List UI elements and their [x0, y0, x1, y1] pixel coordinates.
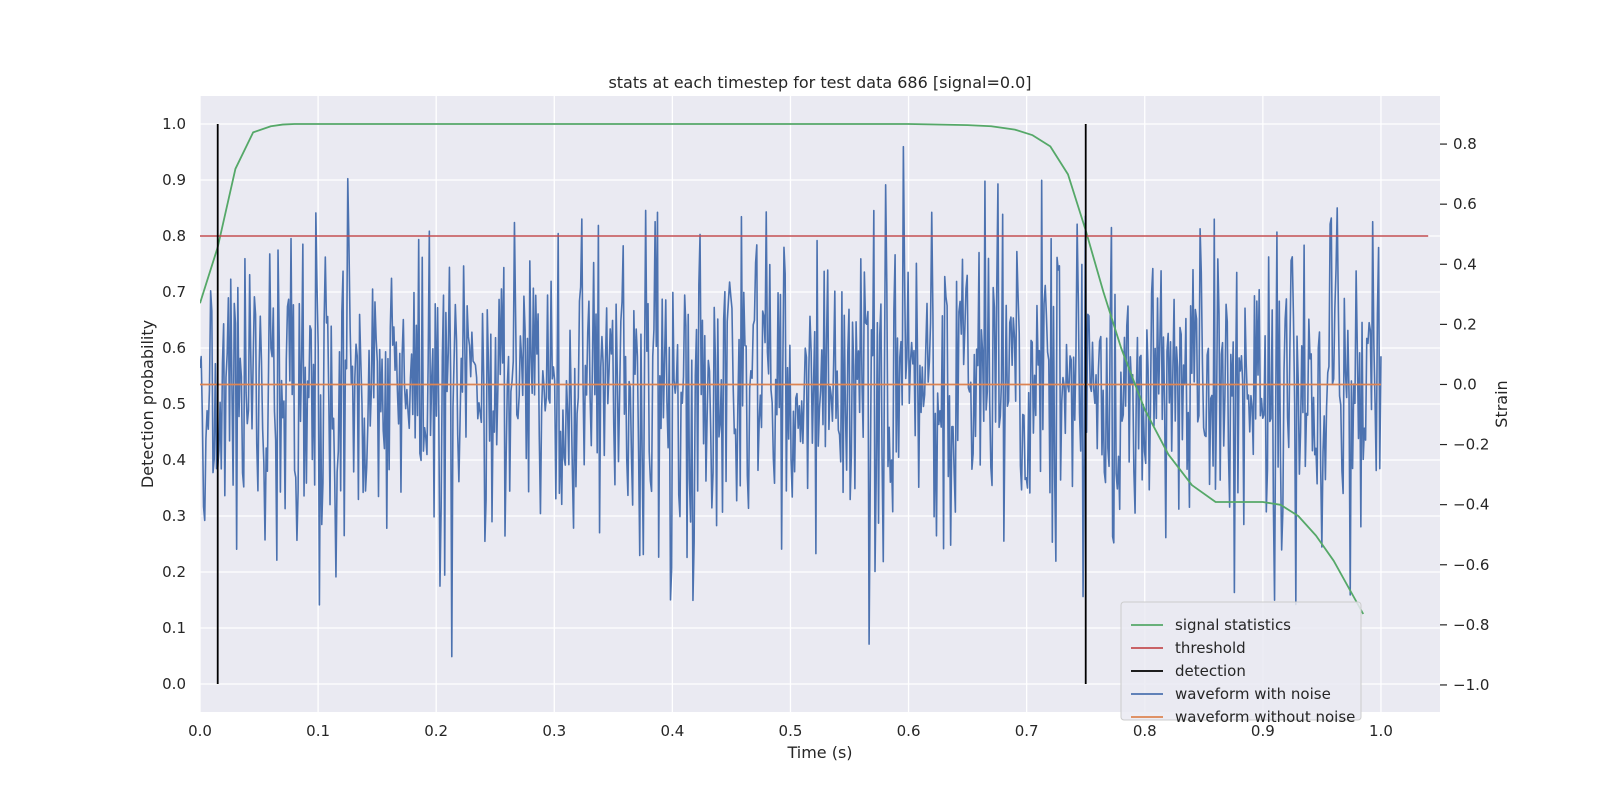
y-tick-label: 0.4 [162, 451, 186, 469]
y2-tick-label: 0.0 [1453, 375, 1477, 393]
x-tick-label: 1.0 [1369, 722, 1393, 740]
y-tick-label: 1.0 [162, 115, 186, 133]
y2-axis-label: Strain [1492, 380, 1511, 427]
y-tick-label: 0.3 [162, 507, 186, 525]
x-tick-label: 0.2 [424, 722, 448, 740]
x-axis-label: Time (s) [786, 743, 852, 762]
x-tick-label: 0.7 [1015, 722, 1039, 740]
y2-axis-ticks: −1.0 −0.8 −0.6 −0.4 −0.2 0.0 0.2 0.4 0.6 0.8 [1440, 135, 1489, 694]
y-tick-label: 0.2 [162, 563, 186, 581]
legend-box [1120, 601, 1362, 721]
y-tick-label: 0.0 [162, 675, 186, 693]
x-tick-label: 0.8 [1133, 722, 1157, 740]
waveform-with-noise-line [200, 145, 1382, 658]
legend-label-waveform-without-noise: waveform without noise [1175, 708, 1355, 726]
y2-tick-label: 0.4 [1453, 255, 1477, 273]
legend: signal statistics threshold detection wavef… [1120, 601, 1362, 726]
x-tick-label: 0.6 [897, 722, 921, 740]
y-axis-label: Detection probability [138, 320, 157, 488]
x-tick-label: 0.3 [542, 722, 566, 740]
legend-label-detection: detection [1175, 662, 1246, 680]
y2-tick-label: 0.8 [1453, 135, 1477, 153]
signal-statistics-line [200, 123, 1365, 615]
x-tick-label: 0.1 [306, 722, 330, 740]
y-tick-label: 0.6 [162, 339, 186, 357]
x-tick-label: 0.4 [660, 722, 684, 740]
chart-title: stats at each timestep for test data 686… [608, 73, 1031, 92]
y-axis-ticks: 0.0 0.1 0.2 0.3 0.4 0.5 0.6 0.7 0.8 0.9 1.0 [162, 115, 186, 693]
y-tick-label: 0.1 [162, 619, 186, 637]
y-tick-label: 0.7 [162, 283, 186, 301]
y2-tick-label: −1.0 [1453, 676, 1489, 694]
y-tick-label: 0.8 [162, 227, 186, 245]
legend-label-waveform-with-noise: waveform with noise [1175, 685, 1331, 703]
y2-tick-label: 0.6 [1453, 195, 1477, 213]
y2-tick-label: −0.6 [1453, 556, 1489, 574]
series-layer [200, 123, 1429, 684]
legend-label-threshold: threshold [1175, 639, 1246, 657]
y-tick-label: 0.9 [162, 171, 186, 189]
y2-tick-label: −0.4 [1453, 496, 1489, 514]
y2-tick-label: −0.8 [1453, 616, 1489, 634]
x-tick-label: 0.9 [1251, 722, 1275, 740]
y2-tick-label: 0.2 [1453, 315, 1477, 333]
legend-label-signal-statistics: signal statistics [1175, 616, 1291, 634]
x-tick-label: 0.0 [188, 722, 212, 740]
x-axis-ticks: 0.0 0.1 0.2 0.3 0.4 0.5 0.6 0.7 0.8 0.9 1.0 [188, 722, 1393, 740]
y2-tick-label: −0.2 [1453, 436, 1489, 454]
x-tick-label: 0.5 [779, 722, 803, 740]
y-tick-label: 0.5 [162, 395, 186, 413]
